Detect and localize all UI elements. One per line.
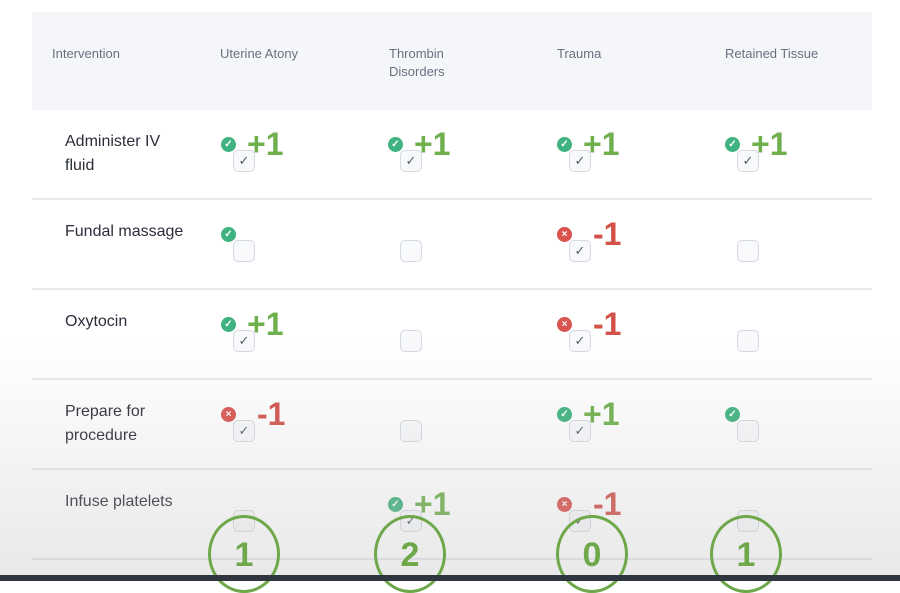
answer-cell: ✓ ✓ +1 — [221, 110, 333, 200]
answer-cell: ✓ ✓ +1 — [388, 110, 500, 200]
correct-icon: ✓ — [557, 407, 572, 422]
score-label: -1 — [593, 216, 622, 252]
score-label: +1 — [583, 396, 620, 432]
column-header: Intervention — [52, 46, 120, 61]
score-label: -1 — [593, 306, 622, 342]
checkbox[interactable] — [737, 420, 759, 442]
correct-icon: ✓ — [725, 407, 740, 422]
answer-cell: ✓ × -1 — [557, 290, 669, 380]
table-row: Administer IV fluid ✓ ✓ +1 ✓ ✓ +1 ✓ ✓ +1 ✓ ✓ +1 — [32, 110, 872, 200]
total-score-circle: 0 — [556, 515, 628, 593]
wrong-icon: × — [221, 407, 236, 422]
checkbox[interactable]: ✓ — [569, 150, 591, 172]
answer-cell: ✓ ✓ +1 — [725, 110, 837, 200]
answer-cell: ✓ ✓ +1 — [557, 110, 669, 200]
answer-cell: ✓ — [221, 200, 333, 290]
column-header: Retained Tissue — [725, 46, 819, 61]
table-row: Fundal massage ✓ ✓ × -1 — [32, 200, 872, 290]
answer-cell — [737, 200, 837, 290]
checkbox[interactable]: ✓ — [233, 330, 255, 352]
checkbox[interactable] — [400, 240, 422, 262]
check-icon: ✓ — [574, 243, 586, 258]
score-label: +1 — [414, 126, 451, 162]
answer-cell — [400, 200, 500, 290]
checkbox[interactable]: ✓ — [233, 420, 255, 442]
wrong-icon: × — [557, 317, 572, 332]
intervention-label: Administer IV fluid — [65, 133, 161, 174]
checkbox[interactable] — [400, 420, 422, 442]
check-icon: ✓ — [405, 153, 417, 168]
answer-cell — [737, 290, 837, 380]
correct-icon: ✓ — [221, 317, 236, 332]
wrong-icon: × — [557, 497, 572, 512]
checkbox[interactable]: ✓ — [737, 150, 759, 172]
answer-cell: ✓ ✓ +1 — [557, 380, 669, 470]
score-label: +1 — [583, 126, 620, 162]
check-icon: ✓ — [574, 333, 586, 348]
answer-cell — [400, 380, 500, 470]
check-icon: ✓ — [238, 423, 250, 438]
column-header: Thrombin Disorders — [389, 46, 445, 79]
table-header: Intervention Uterine Atony Thrombin Disord… — [32, 12, 872, 110]
intervention-label: Fundal massage — [65, 223, 184, 240]
column-header: Uterine Atony — [220, 46, 299, 61]
table-row: Oxytocin ✓ ✓ +1 ✓ × -1 — [32, 290, 872, 380]
correct-icon: ✓ — [221, 137, 236, 152]
intervention-label: Infuse platelets — [65, 493, 173, 510]
answer-cell — [400, 290, 500, 380]
answer-cell: ✓ × -1 — [221, 380, 333, 470]
check-icon: ✓ — [238, 333, 250, 348]
total-score-circle: 2 — [374, 515, 446, 593]
total-score-circle: 1 — [710, 515, 782, 593]
intervention-label: Prepare for procedure — [65, 403, 146, 444]
answer-cell: ✓ — [725, 380, 837, 470]
correct-icon: ✓ — [388, 137, 403, 152]
checkbox[interactable]: ✓ — [569, 420, 591, 442]
check-icon: ✓ — [742, 153, 754, 168]
correct-icon: ✓ — [388, 497, 403, 512]
answer-cell: ✓ × -1 — [557, 200, 669, 290]
score-label: -1 — [257, 396, 286, 432]
intervention-table: Intervention Uterine Atony Thrombin Disord… — [32, 12, 872, 560]
intervention-label: Oxytocin — [65, 313, 128, 330]
checkbox[interactable] — [233, 240, 255, 262]
score-label: +1 — [751, 126, 788, 162]
checkbox[interactable]: ✓ — [400, 150, 422, 172]
score-label: +1 — [247, 306, 284, 342]
column-header: Trauma — [557, 46, 602, 61]
answer-cell: ✓ ✓ +1 — [221, 290, 333, 380]
score-label: +1 — [247, 126, 284, 162]
table-row: Prepare for procedure ✓ × -1 ✓ ✓ +1 ✓ — [32, 380, 872, 470]
check-icon: ✓ — [574, 423, 586, 438]
checkbox[interactable] — [737, 240, 759, 262]
checkbox[interactable] — [400, 330, 422, 352]
check-icon: ✓ — [574, 153, 586, 168]
correct-icon: ✓ — [725, 137, 740, 152]
correct-icon: ✓ — [221, 227, 236, 242]
total-score-circle: 1 — [208, 515, 280, 593]
checkbox[interactable]: ✓ — [569, 330, 591, 352]
bottom-bar — [0, 575, 900, 581]
checkbox[interactable]: ✓ — [233, 150, 255, 172]
wrong-icon: × — [557, 227, 572, 242]
correct-icon: ✓ — [557, 137, 572, 152]
check-icon: ✓ — [238, 153, 250, 168]
checkbox[interactable] — [737, 330, 759, 352]
checkbox[interactable]: ✓ — [569, 240, 591, 262]
